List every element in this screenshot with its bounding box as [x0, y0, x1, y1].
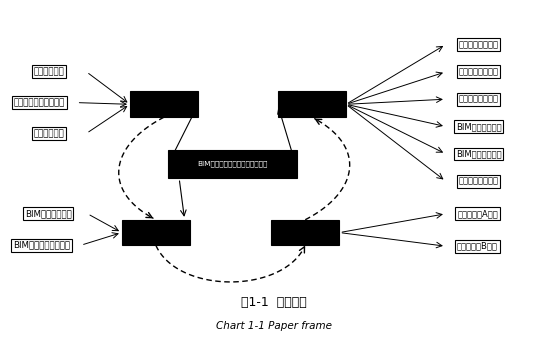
FancyBboxPatch shape: [130, 92, 198, 117]
Text: 未来发展趋势: 未来发展趋势: [34, 129, 65, 138]
Text: 房地产项目管理信息化: 房地产项目管理信息化: [14, 98, 65, 107]
FancyBboxPatch shape: [277, 92, 346, 117]
Text: 目前管理问题诊断: 目前管理问题诊断: [458, 95, 499, 104]
FancyBboxPatch shape: [121, 220, 190, 246]
Text: 推广实施变革管理: 推广实施变革管理: [458, 177, 499, 186]
Text: 回顾企业经营战略: 回顾企业经营战略: [458, 40, 499, 49]
Text: BIM运营流程设计: BIM运营流程设计: [456, 149, 502, 158]
Text: 应用于国内A公司: 应用于国内A公司: [457, 209, 498, 218]
FancyBboxPatch shape: [168, 150, 296, 178]
Text: 应用于国外B公司: 应用于国外B公司: [457, 242, 498, 251]
Text: BIM介绍以及分析: BIM介绍以及分析: [25, 209, 72, 218]
Text: 图1-1  论文框架: 图1-1 论文框架: [241, 296, 306, 309]
Text: 现有组织架构分析: 现有组织架构分析: [458, 67, 499, 76]
Text: 项目管理现状: 项目管理现状: [34, 67, 65, 76]
Text: BIM组织架构设计: BIM组织架构设计: [456, 122, 502, 131]
Text: BIM与项目管理信息化: BIM与项目管理信息化: [13, 241, 70, 250]
Text: BIM应用于房地产项目管理信息化: BIM应用于房地产项目管理信息化: [197, 161, 267, 168]
Text: Chart 1-1 Paper frame: Chart 1-1 Paper frame: [216, 320, 331, 331]
FancyBboxPatch shape: [271, 220, 339, 246]
